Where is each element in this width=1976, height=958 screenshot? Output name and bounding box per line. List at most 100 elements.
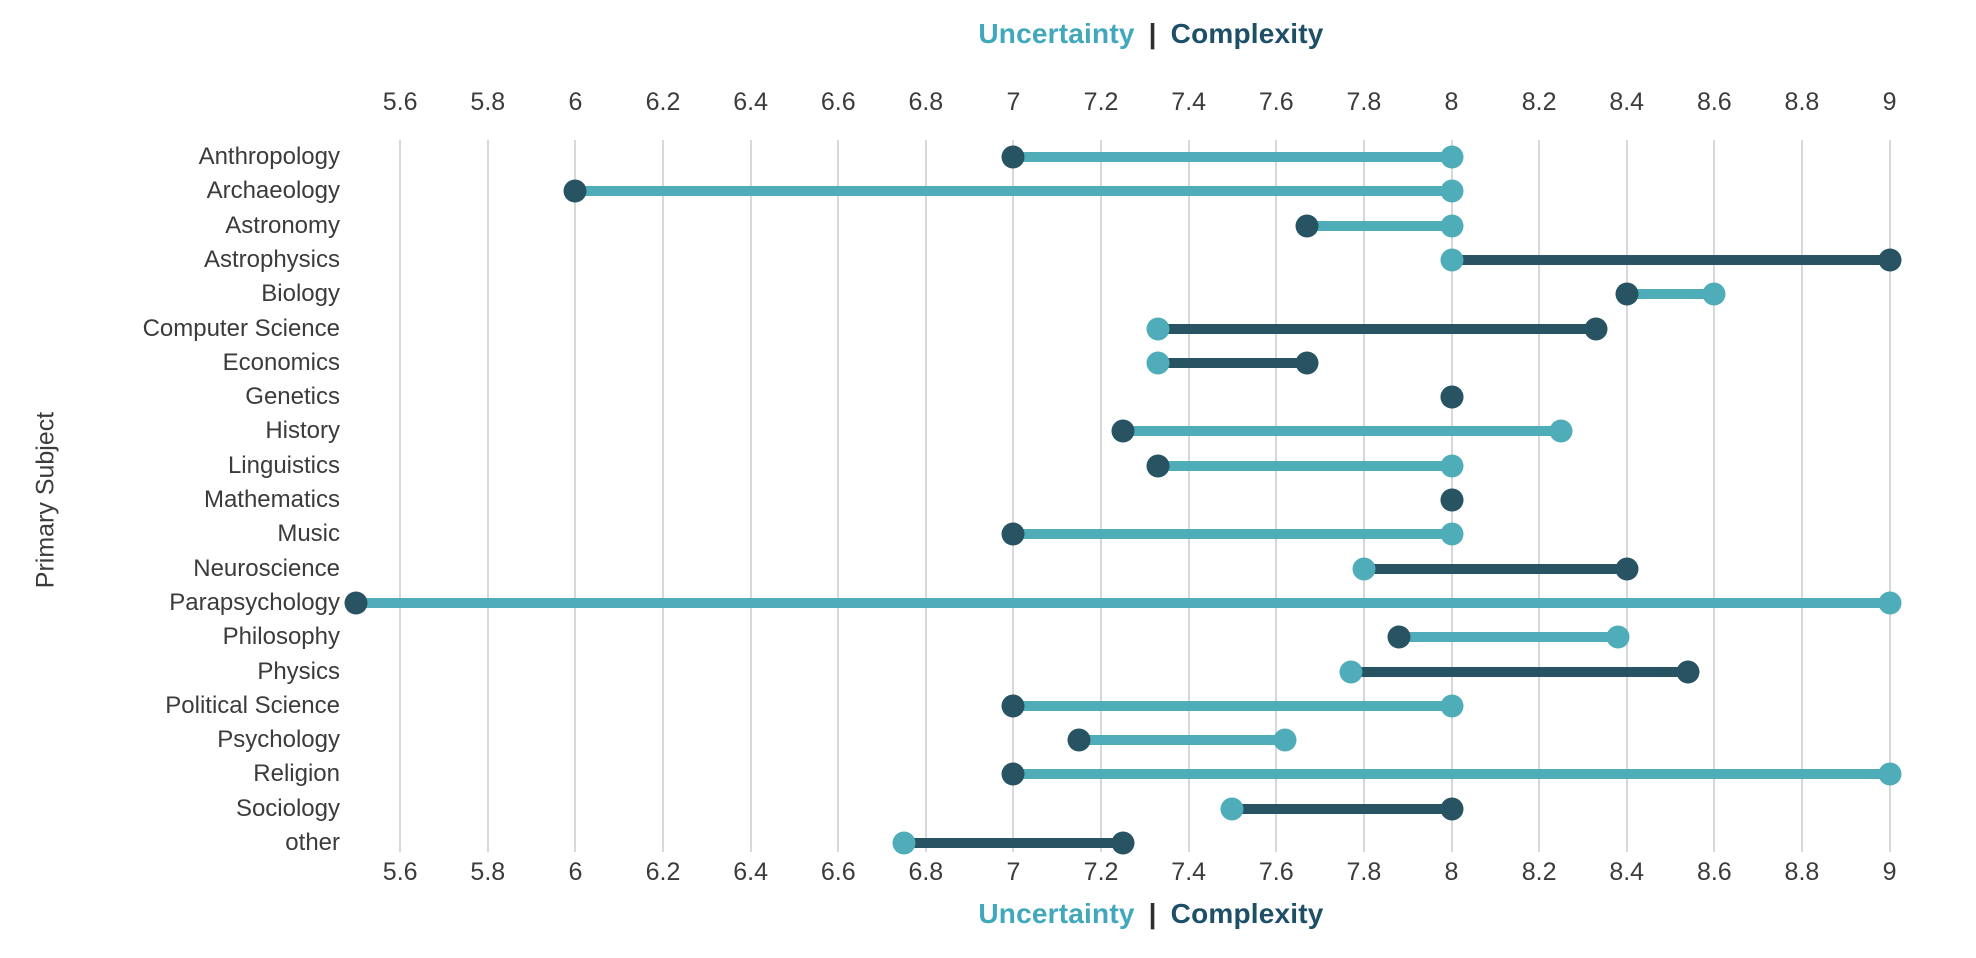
uncertainty-dot xyxy=(1606,625,1630,649)
x-tick-label: 8 xyxy=(1444,88,1459,116)
x-tick-label: 9 xyxy=(1882,858,1897,886)
title-complexity-label: Complexity xyxy=(1170,18,1324,49)
complexity-dot xyxy=(1584,317,1608,340)
x-tick-label: 5.8 xyxy=(470,88,506,116)
title-complexity-label: Complexity xyxy=(1170,898,1324,929)
dumbbell-line xyxy=(1158,460,1452,471)
x-tick-label: 8.8 xyxy=(1784,858,1820,886)
uncertainty-dot xyxy=(1440,248,1463,272)
category-label: Biology xyxy=(261,280,340,308)
complexity-dot xyxy=(1111,419,1135,443)
dumbbell-line xyxy=(575,186,1452,197)
x-tick-label: 7 xyxy=(1006,88,1021,116)
x-tick-label: 6.4 xyxy=(733,858,769,886)
x-tick-label: 6 xyxy=(568,88,583,116)
uncertainty-dot xyxy=(1440,694,1463,718)
category-label: Political Science xyxy=(165,691,340,719)
uncertainty-dot xyxy=(1220,797,1244,821)
category-label: Genetics xyxy=(245,383,340,411)
dumbbell-line xyxy=(1363,563,1627,574)
plot-area xyxy=(344,140,1946,855)
complexity-dot xyxy=(1001,762,1025,786)
complexity-dot xyxy=(1440,797,1463,821)
x-tick-label: 6.8 xyxy=(908,88,944,116)
category-label: Sociology xyxy=(235,794,340,822)
dumbbell-line xyxy=(903,838,1123,848)
uncertainty-dot xyxy=(1440,522,1463,546)
complexity-dot xyxy=(1878,248,1902,272)
complexity-dot xyxy=(1111,831,1135,855)
category-label: Linguistics xyxy=(227,451,340,479)
uncertainty-dot xyxy=(1549,419,1573,443)
x-tick-label: 6.8 xyxy=(908,858,944,886)
category-label: History xyxy=(265,417,340,445)
complexity-dot xyxy=(1295,351,1319,375)
category-label: Psychology xyxy=(217,726,340,754)
uncertainty-dot xyxy=(1440,179,1463,203)
dumbbell-line xyxy=(1451,254,1890,265)
dumbbell-line xyxy=(1013,769,1890,780)
gridline xyxy=(1362,140,1365,852)
dumbbell-line xyxy=(1158,323,1597,334)
category-label: Religion xyxy=(253,760,340,788)
x-tick-label: 8.4 xyxy=(1609,858,1645,886)
dumbbell-line xyxy=(1350,666,1689,677)
dumbbell-line xyxy=(1013,152,1452,162)
x-tick-label: 6.4 xyxy=(733,88,769,116)
x-tick-label: 7.6 xyxy=(1258,858,1294,886)
gridline xyxy=(1625,140,1628,852)
dumbbell-line xyxy=(1122,426,1561,437)
x-tick-label: 6.2 xyxy=(645,88,681,116)
x-tick-label: 7.8 xyxy=(1346,858,1382,886)
category-label: other xyxy=(285,829,340,856)
x-tick-label: 7.4 xyxy=(1171,858,1207,886)
complexity-dot xyxy=(1295,214,1319,238)
gridline xyxy=(837,140,840,852)
complexity-dot xyxy=(1615,282,1639,306)
gridline xyxy=(1888,140,1891,852)
gridline xyxy=(1713,140,1716,852)
x-tick-label: 7.2 xyxy=(1083,88,1119,116)
uncertainty-dot xyxy=(1702,282,1726,306)
category-label: Music xyxy=(277,520,340,548)
complexity-dot xyxy=(1440,385,1463,409)
x-tick-label: 6.6 xyxy=(820,858,856,886)
category-label: Mathematics xyxy=(203,486,340,513)
gridline xyxy=(1100,140,1103,852)
dumbbell-line xyxy=(1013,529,1452,540)
dumbbell-line xyxy=(1013,700,1452,711)
category-label: Anthropology xyxy=(198,143,340,170)
x-tick-label: 6.6 xyxy=(820,88,856,116)
dumbbell-line xyxy=(1398,632,1618,643)
category-label: Economics xyxy=(222,348,340,376)
gridline xyxy=(486,140,489,852)
x-tick-label: 5.8 xyxy=(470,858,506,886)
category-label: Physics xyxy=(257,657,340,685)
x-tick-label: 7 xyxy=(1006,858,1021,886)
category-label: Philosophy xyxy=(222,623,340,651)
x-tick-label: 8.2 xyxy=(1521,858,1557,886)
y-axis-title: Primary Subject xyxy=(31,411,60,589)
uncertainty-dot xyxy=(1339,660,1363,683)
complexity-dot xyxy=(1440,488,1463,512)
x-tick-label: 8.6 xyxy=(1696,858,1732,886)
title-uncertainty-label: Uncertainty xyxy=(978,898,1135,929)
x-tick-label: 8.4 xyxy=(1609,88,1645,116)
gridline xyxy=(924,140,927,852)
title-uncertainty-label: Uncertainty xyxy=(978,18,1135,49)
complexity-dot xyxy=(1615,557,1639,581)
uncertainty-dot xyxy=(892,831,916,855)
uncertainty-dot xyxy=(1146,351,1170,375)
x-tick-label: 5.6 xyxy=(382,88,418,116)
gridline xyxy=(1538,140,1541,852)
x-tick-label: 6.2 xyxy=(645,858,681,886)
category-label: Computer Science xyxy=(142,314,340,342)
complexity-dot xyxy=(1146,454,1170,478)
title-separator: | xyxy=(1148,18,1157,49)
dumbbell-line xyxy=(1306,220,1452,231)
gridline xyxy=(749,140,752,852)
gridline xyxy=(1800,140,1803,852)
category-label: Archaeology xyxy=(206,177,340,205)
complexity-dot xyxy=(344,591,368,615)
